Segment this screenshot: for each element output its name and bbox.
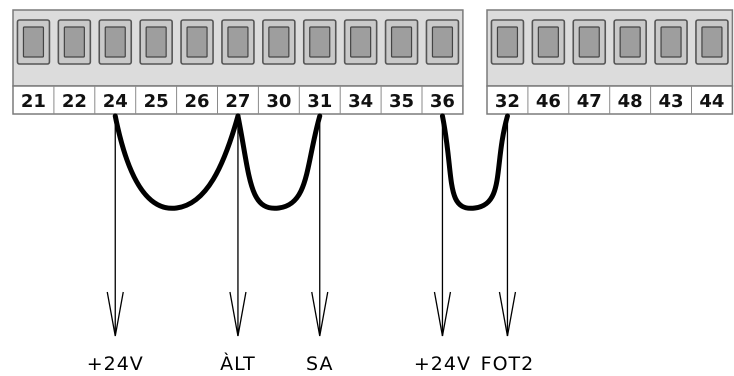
- wire-label: +24V: [87, 353, 144, 375]
- terminal-47: 47: [568, 19, 607, 114]
- terminal-screw: [309, 26, 331, 58]
- terminal-44: 44: [691, 19, 729, 114]
- terminal-35: 35: [380, 19, 419, 114]
- terminal-number: 35: [389, 91, 414, 112]
- terminal-number: 48: [618, 91, 643, 112]
- arrow-down-icon: [311, 291, 329, 337]
- left-terminal-block: 21 22 24 25 26 27 30 31 34 35 36: [12, 9, 464, 115]
- terminal-26: 26: [176, 19, 214, 114]
- terminal-34: 34: [339, 19, 378, 114]
- arrow-down-icon: [498, 291, 517, 337]
- terminal-48: 48: [609, 19, 647, 114]
- terminal-screw: [496, 26, 519, 58]
- terminal-27: 27: [217, 19, 255, 114]
- signal-wires: +24V ÀLT SA +24V FOT2: [87, 116, 535, 375]
- terminal-screw: [660, 26, 682, 58]
- terminal-number: 34: [348, 91, 373, 112]
- terminal-screw: [431, 26, 454, 58]
- wire-terminal-36: +24V: [414, 116, 471, 375]
- wire-label: +24V: [414, 353, 471, 375]
- terminal-number: 22: [62, 91, 87, 112]
- wire-terminal-24: +24V: [87, 116, 144, 375]
- right-block-body: [486, 9, 734, 87]
- terminal-number: 24: [103, 91, 128, 112]
- terminal-number: 27: [225, 91, 250, 112]
- terminal-30: 30: [257, 19, 296, 114]
- terminal-number: 30: [266, 91, 291, 112]
- wire-terminal-27: ÀLT: [220, 116, 256, 375]
- wire-label: SA: [306, 353, 333, 375]
- terminal-number: 47: [577, 91, 602, 112]
- terminal-number: 46: [536, 91, 561, 112]
- terminal-22: 22: [53, 19, 92, 114]
- wire-terminal-31: SA: [306, 116, 333, 375]
- arrow-down-icon: [106, 291, 124, 337]
- terminal-number: 43: [659, 91, 684, 112]
- terminal-36: 36: [421, 19, 460, 114]
- terminal-32: 32: [490, 19, 525, 112]
- jumper-24-27: [112, 113, 241, 211]
- terminal-screw: [22, 26, 45, 58]
- left-number-strip: [12, 85, 464, 115]
- terminal-screw: [578, 26, 600, 58]
- terminal-screw: [350, 26, 372, 58]
- terminal-43: 43: [650, 19, 688, 114]
- terminal-number: 31: [307, 91, 332, 112]
- arrow-down-icon: [229, 291, 247, 337]
- terminal-blocks: 21 22 24 25 26 27 30 31 34 35 36 32 46 47 48 43 44: [12, 9, 734, 115]
- terminal-screw: [145, 26, 167, 58]
- jumper-36-32: [439, 113, 510, 211]
- terminal-screw: [186, 26, 208, 58]
- jumper-wires: [112, 113, 510, 211]
- terminal-number: 32: [495, 91, 520, 112]
- terminal-21: 21: [16, 19, 51, 112]
- terminal-31: 31: [298, 19, 337, 114]
- terminal-46: 46: [527, 19, 566, 114]
- wire-label: FOT2: [481, 353, 535, 375]
- terminal-screw: [63, 26, 85, 58]
- wire-label: ÀLT: [220, 352, 256, 375]
- terminal-screw: [104, 26, 126, 58]
- terminal-screw: [701, 26, 723, 58]
- terminal-screw: [390, 26, 413, 58]
- terminal-number: 36: [430, 91, 455, 112]
- terminal-screw: [268, 26, 290, 58]
- terminal-number: 26: [185, 91, 210, 112]
- terminal-screw: [537, 26, 559, 58]
- terminal-number: 44: [699, 91, 724, 112]
- terminal-number: 21: [21, 91, 46, 112]
- right-terminal-block: 32 46 47 48 43 44: [486, 9, 734, 115]
- jumper-27-31: [235, 113, 323, 211]
- terminal-24: 24: [94, 19, 133, 114]
- terminal-screw: [619, 26, 641, 58]
- terminal-25: 25: [135, 19, 173, 114]
- wire-terminal-32: FOT2: [481, 116, 535, 375]
- terminal-screw: [227, 26, 249, 58]
- terminal-number: 25: [144, 91, 169, 112]
- arrow-down-icon: [433, 291, 452, 337]
